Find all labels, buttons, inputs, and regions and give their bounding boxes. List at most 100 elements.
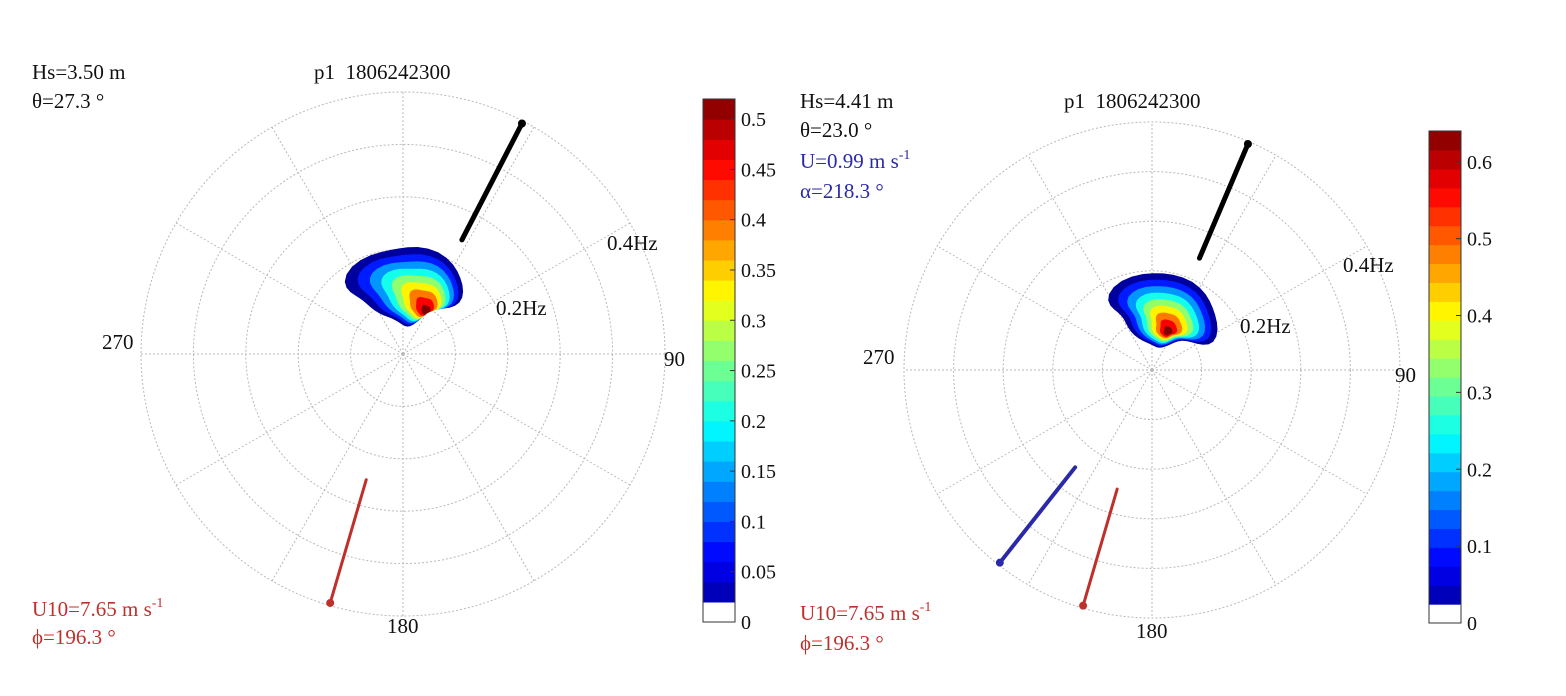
- colorbar-band: [1429, 282, 1461, 302]
- colorbar-band: [703, 259, 735, 281]
- colorbar-band: [1429, 301, 1461, 321]
- colorbar-band: [703, 461, 735, 482]
- colorbar-tick-label: 0.25: [741, 361, 776, 383]
- colorbar-band: [703, 199, 735, 221]
- colorbar-band: [703, 380, 735, 402]
- colorbar-band: [1429, 414, 1461, 435]
- colorbar-band: [703, 219, 735, 241]
- wind-direction-line-tip: [326, 598, 335, 607]
- grid-spoke: [936, 369, 1153, 495]
- grid-ring: [903, 121, 1401, 619]
- colorbar-frame: [1428, 130, 1462, 624]
- panel-title: p1 1806242300: [314, 60, 451, 84]
- hs-label: Hs=4.41 m: [800, 89, 894, 113]
- spectrum-contours: [1108, 273, 1218, 348]
- grid-spoke: [402, 353, 631, 486]
- colorbar: 0 0.1 0.2 0.3 0.4 0.5 0.6: [1428, 130, 1492, 635]
- grid-spoke: [402, 353, 535, 582]
- wind-speed-exponent: -1: [920, 600, 932, 615]
- colorbar-tick-label: 0.4: [741, 210, 766, 232]
- colorbar-band: [703, 340, 735, 362]
- hs-label: Hs=3.50 m: [32, 60, 126, 84]
- wind-direction-label: ϕ=196.3 °: [32, 625, 116, 649]
- colorbar-band: [703, 420, 735, 442]
- current-direction-line-tip: [995, 558, 1004, 567]
- colorbar-band: [703, 159, 735, 181]
- colorbar-band: [1429, 263, 1461, 283]
- colorbar-band: [1429, 187, 1461, 208]
- grid-ring: [953, 171, 1351, 569]
- colorbar-tick-label: 0.3: [741, 310, 766, 332]
- angle-label-270: 270: [863, 345, 895, 369]
- current-speed-text: U=0.99 m s: [800, 149, 899, 173]
- colorbar-band: [1429, 547, 1461, 567]
- spectrum-level: [1163, 326, 1173, 336]
- wind-speed-text: U10=7.65 m s: [800, 601, 920, 625]
- colorbar-tick-label: 0.2: [1467, 459, 1492, 481]
- wind-direction-line: [328, 478, 368, 605]
- grid-ring: [1052, 270, 1252, 470]
- colorbar-tick-label: 0: [1467, 613, 1477, 635]
- mean-wave-direction-line-tip: [517, 119, 526, 128]
- colorbar-band: [703, 400, 735, 422]
- colorbar-band: [1429, 225, 1461, 246]
- angle-label-180: 180: [1136, 619, 1168, 643]
- direction-lines: [995, 139, 1252, 610]
- colorbar-band: [1429, 131, 1461, 151]
- angle-label-90: 90: [664, 347, 685, 371]
- grid-spoke: [1151, 245, 1368, 371]
- current-speed-exponent: -1: [899, 148, 911, 163]
- wind-direction-line: [1081, 487, 1119, 608]
- colorbar-tick-label: 0.5: [1467, 229, 1492, 251]
- current-direction-label: α=218.3 °: [800, 179, 884, 203]
- radial-label-0.2hz: 0.2Hz: [1240, 314, 1291, 338]
- current-speed-label: U=0.99 m s-1: [800, 148, 910, 173]
- colorbar-band: [1429, 490, 1461, 511]
- colorbar-band: [703, 440, 735, 462]
- radial-label-0.4hz: 0.4Hz: [607, 231, 658, 255]
- colorbar-band: [1429, 528, 1461, 548]
- colorbar-tick-label: 0.35: [741, 260, 776, 282]
- panel-title: p1 1806242300: [1064, 89, 1201, 113]
- colorbar-band: [1429, 320, 1461, 340]
- colorbar-band: [1429, 604, 1461, 624]
- colorbar-band: [1429, 149, 1461, 170]
- colorbar: 0 0.05 0.1 0.15 0.2 0.25 0.3 0.35 0.4 0.45 0.5: [702, 98, 776, 634]
- colorbar-band: [703, 300, 735, 321]
- colorbar-band: [703, 501, 735, 523]
- colorbar-band: [1429, 509, 1461, 529]
- wind-speed-exponent: -1: [152, 596, 164, 611]
- colorbar-band: [703, 139, 735, 160]
- angle-label-180: 180: [387, 614, 419, 638]
- colorbar-band: [1429, 358, 1461, 378]
- colorbar-band: [703, 521, 735, 543]
- colorbar-band: [703, 360, 735, 382]
- colorbar-band: [1429, 585, 1461, 605]
- colorbar-band: [1429, 244, 1461, 265]
- grid-spoke: [175, 353, 404, 486]
- current-direction-line: [997, 465, 1078, 565]
- colorbar-band: [1429, 339, 1461, 359]
- colorbar-tick-label: 0.15: [741, 461, 776, 483]
- grid-spoke: [936, 245, 1153, 371]
- polar-panel-right: Hs=4.41 m θ=23.0 ° U=0.99 m s-1 α=218.3 …: [800, 89, 1492, 655]
- colorbar-band: [1429, 452, 1461, 473]
- colorbar-frame: [702, 98, 736, 623]
- colorbar-tick-label: 0: [741, 612, 751, 634]
- colorbar-band: [1429, 168, 1461, 189]
- grid-spoke: [1151, 369, 1277, 586]
- colorbar-band: [703, 320, 735, 341]
- angle-label-90: 90: [1395, 363, 1416, 387]
- colorbar-tick-label: 0.2: [741, 411, 766, 433]
- mean-wave-direction-line: [459, 121, 525, 243]
- mean-wave-direction-line: [1196, 141, 1251, 261]
- grid-spoke: [271, 126, 404, 355]
- polar-grid: [903, 121, 1401, 619]
- wind-speed-label: U10=7.65 m s-1: [32, 596, 163, 621]
- colorbar-band: [703, 119, 735, 140]
- colorbar-band: [703, 481, 735, 502]
- polar-panel-left: Hs=3.50 m θ=27.3 ° p1 1806242300 90 180 …: [32, 60, 776, 649]
- grid-spoke: [1027, 369, 1153, 586]
- mean-wave-direction-line-tip: [1243, 139, 1252, 148]
